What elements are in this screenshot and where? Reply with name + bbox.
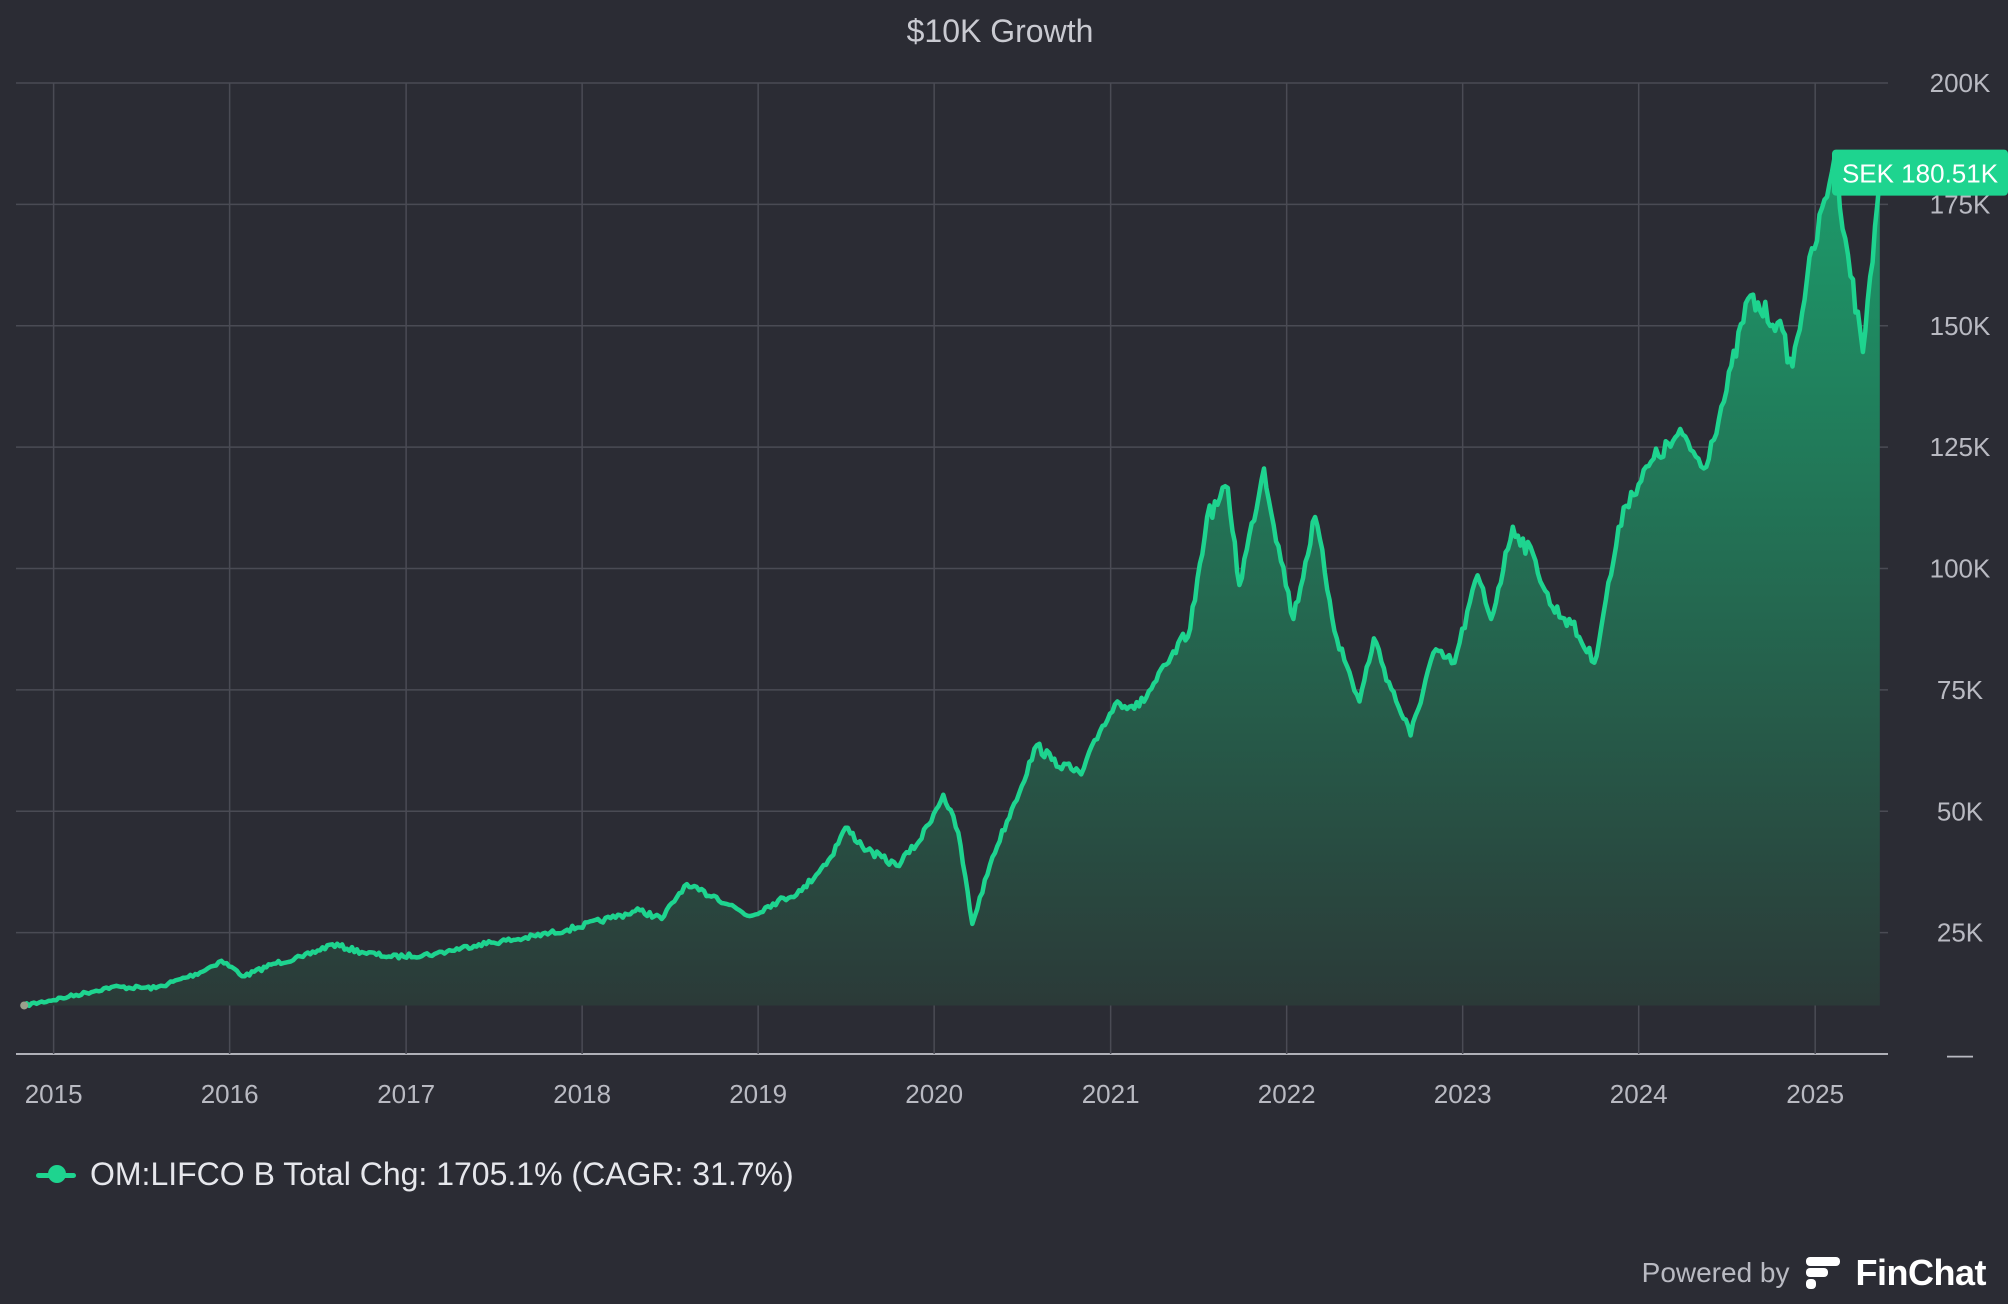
y-tick-label: 75K bbox=[1937, 675, 1984, 705]
last-value-bg bbox=[1832, 149, 2008, 196]
y-tick-label: — bbox=[1947, 1039, 1973, 1069]
legend[interactable]: OM:LIFCO B Total Chg: 1705.1% (CAGR: 31.… bbox=[36, 1156, 794, 1193]
x-axis: 2015 2016 2017 2018 2019 2020 2021 2022 2023 2024… bbox=[25, 1079, 1844, 1109]
y-tick-label: 125K bbox=[1930, 432, 1991, 462]
x-tick-label: 2021 bbox=[1082, 1079, 1140, 1109]
y-tick-label: 50K bbox=[1937, 796, 1984, 826]
x-tick-label: 2022 bbox=[1258, 1079, 1316, 1109]
grid bbox=[16, 82, 1888, 1055]
legend-swatch bbox=[36, 1164, 76, 1185]
y-tick-label: 25K bbox=[1937, 918, 1984, 948]
brand-name: FinChat bbox=[1855, 1252, 1987, 1293]
x-tick-label: 2024 bbox=[1610, 1079, 1668, 1109]
powered-by-text: Powered by bbox=[1641, 1257, 1790, 1288]
last-value-label: SEK 180.51K bbox=[1842, 159, 1999, 189]
x-tick-label: 2019 bbox=[729, 1079, 787, 1109]
chart-title: $10K Growth bbox=[907, 13, 1094, 49]
y-tick-label: 150K bbox=[1930, 311, 1991, 341]
x-tick-label: 2023 bbox=[1434, 1079, 1492, 1109]
x-tick-label: 2020 bbox=[905, 1079, 963, 1109]
last-value-layer: SEK 180.51K bbox=[1832, 149, 2008, 196]
finchat-logo-icon bbox=[1805, 1257, 1840, 1289]
branding[interactable]: Powered by FinChat bbox=[1641, 1252, 1987, 1294]
last-value-badge: SEK 180.51K bbox=[1832, 149, 2008, 196]
series-start-point bbox=[20, 1001, 29, 1010]
y-tick-label: 100K bbox=[1930, 554, 1991, 584]
line-layer bbox=[20, 155, 1883, 1010]
area-layer bbox=[24, 157, 1880, 1006]
area-fill bbox=[24, 157, 1880, 1006]
x-tick-label: 2017 bbox=[377, 1079, 435, 1109]
x-tick-label: 2018 bbox=[553, 1079, 611, 1109]
x-tick-label: 2025 bbox=[1786, 1079, 1844, 1109]
x-tick-label: 2015 bbox=[25, 1079, 83, 1109]
legend-label: OM:LIFCO B Total Chg: 1705.1% (CAGR: 31.… bbox=[90, 1156, 794, 1192]
series-line bbox=[22, 155, 1883, 1009]
y-tick-label: 200K bbox=[1930, 68, 1991, 98]
x-tick-label: 2016 bbox=[201, 1079, 259, 1109]
